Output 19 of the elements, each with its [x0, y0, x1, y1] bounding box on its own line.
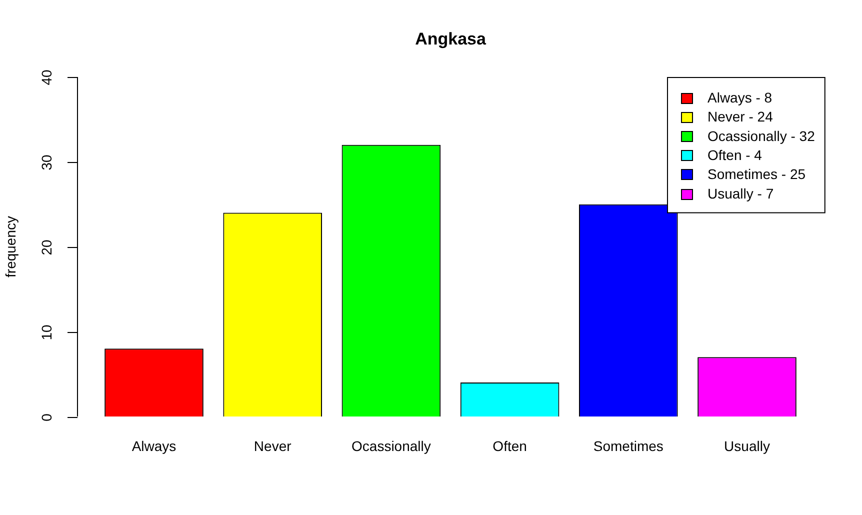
legend-label: Often - 4	[708, 146, 762, 163]
legend-label: Always - 8	[708, 89, 772, 106]
legend-label: Never - 24	[708, 108, 774, 125]
y-tick-label: 20	[38, 240, 54, 256]
x-tick-label: Sometimes	[593, 438, 664, 454]
legend-label: Sometimes - 25	[708, 166, 806, 182]
legend-label: Usually - 7	[708, 185, 774, 202]
x-tick-label: Ocassionally	[352, 438, 431, 454]
chart-title: Angkasa	[415, 30, 486, 49]
y-tick-label: 40	[38, 70, 54, 86]
legend-label: Ocassionally - 32	[708, 128, 816, 144]
y-tick-label: 10	[38, 324, 54, 340]
x-tick-label: Never	[254, 438, 292, 454]
x-tick-label: Often	[492, 438, 527, 454]
y-tick-label: 0	[38, 413, 54, 422]
x-tick-label: Always	[132, 438, 176, 454]
x-tick-label: Usually	[724, 438, 770, 454]
y-tick-label: 30	[38, 154, 54, 170]
y-axis-title: frequency	[2, 216, 19, 278]
